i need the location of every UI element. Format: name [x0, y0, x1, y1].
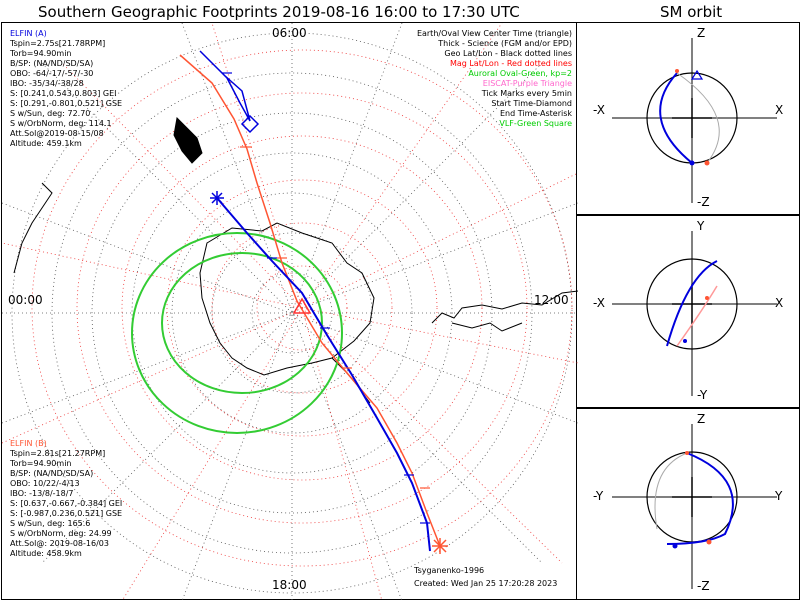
- tick-marks-a: [222, 72, 430, 524]
- new-zealand-coastline: [173, 116, 203, 164]
- sm-yz-orbit-b: [654, 452, 688, 530]
- elfin-b-line: IBO: -13/8/-18/7: [10, 489, 74, 498]
- auroral-oval-outer: [131, 232, 343, 434]
- clock-label-left: 00:00: [8, 293, 43, 307]
- sm-xy-orbit-a: [666, 260, 718, 347]
- elfin-b-line: Att.Sol@: 2019-08-16/03: [10, 539, 109, 548]
- auroral-oval-inner: [161, 252, 323, 394]
- elfin-a-line: B/SP: (NA/ND/SD/SA): [10, 59, 94, 68]
- australia-coastline: [13, 182, 53, 274]
- end-asterisk-a: [210, 191, 224, 205]
- end-asterisk-b: [432, 538, 448, 554]
- legend-item: Geo Lat/Lon - Black dotted lines: [444, 49, 572, 58]
- created-timestamp: Created: Wed Jan 25 17:20:28 2023: [414, 579, 558, 588]
- elfin-b-line: Torb=94.90min: [10, 459, 72, 468]
- footprint-map: 06:00 00:00 12:00 18:00 ELFIN (A) Tspin=…: [1, 22, 578, 601]
- sm1-right-label: X: [775, 103, 784, 117]
- elfin-a-line: Torb=94.90min: [10, 49, 72, 58]
- south-america-coastline: [431, 290, 578, 324]
- elfin-b-line: S: [-0.987,0.236,0.521] GSE: [10, 509, 123, 518]
- sm-xz-canvas: [612, 38, 777, 203]
- map-canvas: [2, 23, 578, 601]
- sm-orbit-panel-yz: Z -Z -Y Y: [577, 408, 800, 600]
- sm3-left-label: -Y: [593, 489, 604, 503]
- sm-xz-orbit-a: [659, 72, 693, 164]
- elfin-a-header: ELFIN (A): [10, 29, 47, 38]
- elfin-a-line: S w/Sun, deg: 72.70: [10, 109, 91, 118]
- sm-yz-canvas: [612, 424, 777, 589]
- elfin-b-line: S w/Sun, deg: 165.6: [10, 519, 91, 528]
- model-credit: Tsyganenko-1996: [414, 566, 485, 575]
- elfin-a-science-trajectory: [216, 197, 431, 552]
- elfin-b-line: Tspin=2.81s[21.27RPM]: [10, 449, 106, 458]
- elfin-a-line: S: [0.241,0.543,0.803] GEI: [10, 89, 117, 98]
- sm2-right-label: X: [775, 296, 784, 310]
- elfin-b-line: S w/OrbNorm, deg: 24.99: [10, 529, 112, 538]
- clock-label-bottom: 18:00: [272, 578, 307, 592]
- clock-label-right: 12:00: [534, 293, 569, 307]
- sm-xy-canvas: [612, 231, 777, 396]
- elfin-a-line: S w/OrbNorm, deg: 114.1: [10, 119, 112, 128]
- tick-marks-b: [240, 146, 430, 489]
- mag-grid: [2, 23, 578, 601]
- legend-item: Earth/Oval View Center Time (triangle): [416, 29, 572, 38]
- legend-item: Auroral Oval-Green, kp=2: [468, 69, 572, 78]
- sm1-top-label: Z: [697, 26, 706, 40]
- sm-orbit-panel-xy: Y -Y -X X: [577, 215, 800, 408]
- legend-item: Start Time-Diamond: [491, 99, 572, 108]
- clock-label-top: 06:00: [272, 26, 307, 40]
- elfin-b-info: ELFIN (B) Tspin=2.81s[21.27RPM] Torb=94.…: [10, 439, 122, 559]
- legend-item: End Time-Asterisk: [499, 109, 572, 118]
- center-triangle: [292, 297, 312, 314]
- sm3-right-label: Y: [775, 489, 783, 503]
- map-legend: Earth/Oval View Center Time (triangle) T…: [417, 29, 572, 129]
- elfin-a-info: ELFIN (A) Tspin=2.75s[21.78RPM] Torb=94.…: [10, 29, 122, 149]
- antarctica-coastline: [199, 222, 375, 376]
- legend-item: Mag Lat/Lon - Red dotted lines: [449, 59, 572, 68]
- legend-item: Thick - Science (FGM and/or EPD): [438, 39, 572, 48]
- legend-item: Tick Marks every 5min: [481, 89, 572, 98]
- sm-xy-orbit-b: [676, 285, 718, 347]
- sm2-left-label: -X: [593, 296, 605, 310]
- elfin-a-line: S: [0.291,-0.801,0.521] GSE: [10, 99, 123, 108]
- elfin-a-line: OBO: -64/-17/-57/-30: [10, 69, 94, 78]
- sm-xz-orbit-b: [676, 72, 720, 164]
- elfin-a-line: Tspin=2.75s[21.78RPM]: [10, 39, 106, 48]
- start-diamond-a: [240, 114, 260, 134]
- sm2-top-label: Y: [697, 219, 705, 233]
- sm2-bottom-label: -Y: [697, 388, 708, 402]
- elfin-a-line: Altitude: 459.1km: [10, 139, 82, 148]
- sm-orbit-title: SM orbit: [660, 3, 723, 21]
- sm-yz-orbit-a: [666, 452, 734, 545]
- elfin-b-line: Altitude: 458.9km: [10, 549, 82, 558]
- elfin-b-line: S: [0.637,-0.667,-0.384] GEI: [10, 499, 123, 508]
- main-title: Southern Geographic Footprints 2019-08-1…: [38, 3, 520, 21]
- elfin-b-header: ELFIN (B): [10, 439, 47, 448]
- elfin-b-trajectory: [179, 54, 441, 547]
- legend-item: EISCAT-Purple Triangle: [482, 79, 572, 88]
- elfin-b-line: OBO: 10/22/-4/13: [10, 479, 80, 488]
- elfin-a-line: IBO: -35/34/-38/28: [10, 79, 84, 88]
- elfin-a-trajectory: [199, 50, 251, 122]
- sm3-top-label: Z: [697, 412, 706, 426]
- africa-coastline: [451, 322, 523, 332]
- elfin-b-line: B/SP: (NA/ND/SD/SA): [10, 469, 94, 478]
- legend-item: VLF-Green Square: [499, 119, 572, 128]
- sm1-left-label: -X: [593, 103, 605, 117]
- sm-orbit-panel-xz: Z -Z -X X: [577, 22, 800, 215]
- sm3-bottom-label: -Z: [697, 579, 710, 593]
- elfin-a-line: Att.Sol@2019-08-15/08: [10, 129, 104, 138]
- sm1-bottom-label: -Z: [697, 195, 710, 209]
